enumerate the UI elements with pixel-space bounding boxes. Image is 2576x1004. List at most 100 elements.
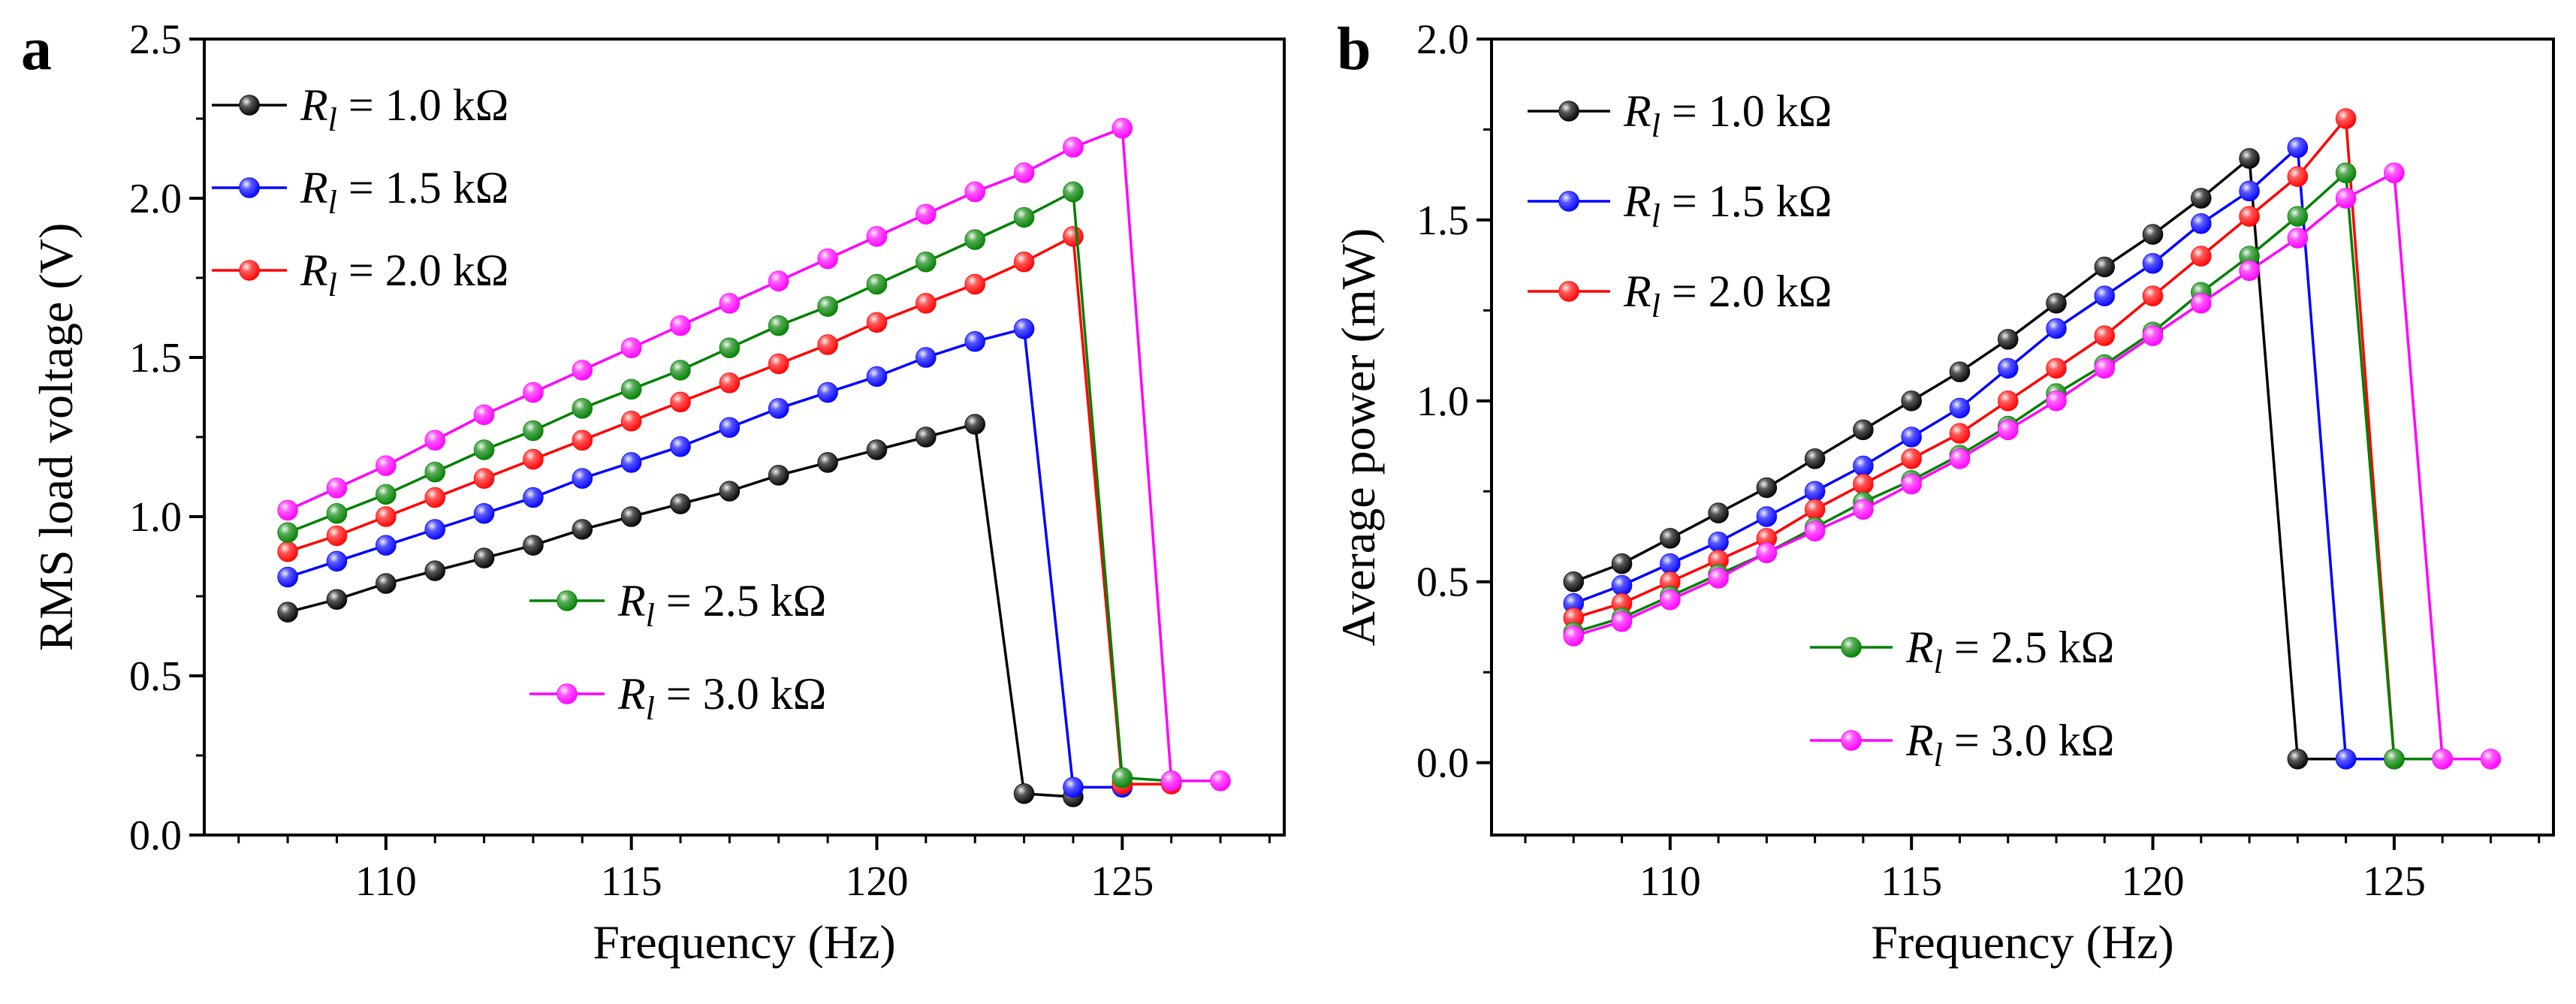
panel-a-series-2-point [817, 381, 838, 403]
panel-b-label: b [1337, 14, 1371, 83]
panel-a-series-2-point-highlight [523, 487, 543, 508]
panel-a-series [277, 117, 1231, 807]
panel-b-series-3-point [2335, 108, 2357, 129]
panel-b-legend-marker-highlight [1559, 282, 1579, 301]
panel-a-series-3-point-highlight [523, 449, 543, 469]
panel-a-series-2-point-highlight [867, 366, 887, 387]
panel-a-ticks: 110 115 120 125 0.0 0.5 1.0 1.5 2.0 2.5 [129, 17, 1271, 905]
panel-a-series-3-point-highlight [621, 411, 641, 431]
panel-a-series-3-point [964, 273, 985, 295]
panel-b-series-5-point [1997, 419, 2019, 441]
panel-a-series-2-point [523, 487, 544, 508]
panel-b-legend-marker [1841, 730, 1862, 751]
panel-b-series-1-point-highlight [2095, 257, 2115, 277]
panel-b-series-1-point-highlight [2046, 293, 2066, 313]
panel-a-series-3-point-highlight [818, 335, 838, 355]
panel-b-series-3-point [2094, 325, 2116, 346]
panel-a-series-1-point-highlight [719, 481, 740, 502]
panel-a-series-1-point [326, 589, 348, 610]
panel-b-series-5-point-highlight [1902, 474, 1922, 494]
panel-a-series-1-point [277, 601, 298, 623]
panel-b-series-4 [1563, 162, 2453, 770]
panel-b-series-2-point [2094, 285, 2116, 306]
panel-b-series-1-point-highlight [2288, 749, 2308, 769]
panel-b-series-2-point-highlight [1853, 456, 1873, 476]
panel-a-legend-marker [239, 260, 260, 281]
panel-b-series-1-point-highlight [1950, 362, 1970, 382]
panel-b-series-1-point [2094, 256, 2116, 278]
panel-b-series-1-point-highlight [1757, 478, 1777, 498]
panel-a-series-1-point-highlight [965, 415, 985, 435]
panel-a-series-2-point-highlight [425, 519, 445, 539]
panel-b-series-3-point [2191, 246, 2212, 267]
panel-a-series-3-point [1013, 252, 1035, 273]
panel-b-series-3-point-highlight [1660, 571, 1680, 592]
panel-a-series-1-point-highlight [376, 574, 396, 594]
panel-a-series-1-point-highlight [768, 465, 789, 485]
panel-b-y-tick-label: 1.5 [1416, 197, 1469, 244]
panel-a-series-3-point-highlight [278, 541, 298, 562]
panel-a-series-5-point [1063, 137, 1084, 158]
panel-b-series-3-point-highlight [2095, 326, 2115, 346]
panel-b-series-2-point [1853, 455, 1874, 477]
panel-b-series-2-point-highlight [1564, 593, 1584, 614]
panel-b-series-2-point [2191, 213, 2212, 234]
panel-a-series-5-point-highlight [523, 382, 543, 403]
panel-b-series-2-point [1708, 531, 1729, 553]
panel-b-series-3-point-highlight [1612, 593, 1632, 614]
panel-b-series-5-point-highlight [1709, 568, 1729, 588]
panel-a-legend-entry-4: Rl = 2.5 kΩ [529, 576, 826, 634]
panel-a-legend-entry-5: Rl = 3.0 kΩ [529, 669, 826, 727]
panel-a-y-axis-label: RMS load voltage (V) [29, 223, 83, 652]
panel-b-series-1-point [2046, 292, 2067, 314]
panel-b-series-5-point-highlight [2046, 390, 2066, 411]
panel-a-legend-marker [239, 177, 260, 198]
panel-b-series-5-point-highlight [2191, 293, 2211, 313]
panel-a-series-1-point [964, 414, 985, 435]
panel-a-series-2-point [670, 436, 691, 457]
panel-a-legend-marker-highlight [240, 178, 259, 197]
panel-a-legend-marker-highlight [240, 261, 259, 280]
panel-a-series-1-point-highlight [867, 439, 887, 460]
panel-b-series-5-point-highlight [1757, 543, 1777, 563]
panel-b-series-3-point-highlight [1998, 390, 2018, 411]
panel-a-series-2-point-highlight [376, 535, 396, 556]
panel-b-series-3-point [1611, 592, 1633, 614]
panel-a-legend-marker-highlight [557, 684, 577, 704]
panel-a-series-3-point-highlight [965, 274, 985, 294]
panel-a-y-tick-label: 0.0 [129, 813, 182, 859]
panel-a-series-1-point-highlight [915, 427, 936, 447]
panel-b-series-2-point [1756, 506, 1778, 527]
panel-a-y-tick-label: 1.5 [129, 335, 182, 381]
panel-a-series-4-point-highlight [572, 398, 593, 418]
panel-a-series-4-point-highlight [768, 315, 789, 336]
panel-b-series-2-point-highlight [1998, 358, 2018, 378]
panel-a-series-3-point [915, 293, 937, 314]
panel-b-series-5 [1563, 162, 2502, 770]
panel-b-series-3-point [2239, 206, 2260, 227]
panel-a-series-4-point-highlight [523, 421, 543, 441]
panel-b-legend-marker [1558, 281, 1579, 302]
panel-b-series-4-point-highlight [2240, 246, 2260, 267]
panel-b-series-5-point-highlight [1853, 499, 1873, 520]
panel-b-series-1-point [2191, 188, 2212, 209]
panel-a-series-4-point [768, 315, 789, 336]
panel-a-series-3-point [866, 312, 888, 333]
panel-b-legend-marker [1558, 191, 1579, 212]
panel-b-series-1-point [1660, 528, 1681, 549]
panel-a-legend-label: Rl = 1.5 kΩ [300, 163, 508, 221]
panel-b-y-tick-label: 0.5 [1416, 559, 1469, 606]
panel-a-x-tick-label: 110 [355, 858, 417, 905]
panel-b-series-1-point [1563, 571, 1585, 592]
panel-b-legend-label: Rl = 1.5 kΩ [1623, 176, 1832, 234]
panel-a-series-3-point-highlight [867, 312, 887, 333]
panel-b-series-2-point-highlight [1950, 398, 1970, 418]
panel-a-series-4-point [424, 461, 445, 483]
panel-a-y-tick-label: 2.0 [129, 176, 182, 222]
panel-a-series-1-point-highlight [327, 589, 347, 610]
panel-b-series-3-point [1997, 390, 2019, 412]
panel-b-y-axis-label: Average power (mW) [1332, 228, 1385, 647]
panel-a-series-4-point-highlight [965, 230, 985, 250]
panel-b-series-3-point-highlight [2288, 167, 2308, 187]
panel-b-series-1-point [2142, 224, 2164, 245]
